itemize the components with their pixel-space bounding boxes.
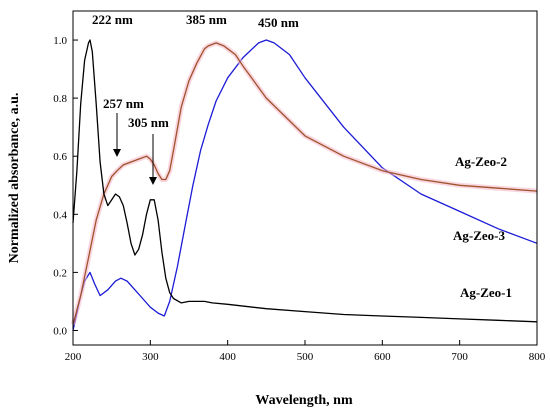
- series-line-ag-zeo-2: [72, 42, 538, 325]
- series-halo-ag-zeo-2: [70, 40, 538, 326]
- ticks-layer: 200 300 400 500 600 700 800 0.0 0.2 0.4 0.6 0.8 1.0: [53, 35, 546, 363]
- series-label-ag-zeo-3: Ag-Zeo-3: [453, 228, 505, 243]
- x-axis-title: Wavelength, nm: [255, 393, 353, 408]
- annotation-257nm: 257 nm: [103, 96, 144, 111]
- y-axis-title: Normalized absorbance, a.u.: [7, 93, 22, 264]
- annotation-305nm: 305 nm: [128, 115, 169, 130]
- annotation-385nm: 385 nm: [186, 12, 227, 27]
- y-tick-label: 0.6: [53, 151, 67, 163]
- x-tick-label: 300: [142, 351, 159, 363]
- x-tick-label: 700: [451, 351, 468, 363]
- y-tick-label: 0.2: [53, 267, 67, 279]
- arrow-257nm: [113, 113, 121, 157]
- annotation-222nm: 222 nm: [92, 12, 133, 27]
- y-tick-label: 0.4: [53, 209, 67, 221]
- series-line-ag-zeo-3: [72, 39, 538, 331]
- y-tick-label: 0.8: [53, 93, 67, 105]
- series-line-ag-zeo-1: [72, 39, 538, 323]
- x-tick-label: 200: [65, 351, 82, 363]
- series-layer: [70, 39, 538, 331]
- series-label-ag-zeo-2: Ag-Zeo-2: [455, 154, 507, 169]
- x-tick-label: 800: [529, 351, 546, 363]
- x-tick-label: 400: [219, 351, 236, 363]
- x-tick-label: 500: [297, 351, 314, 363]
- y-tick-label: 0.0: [53, 325, 67, 337]
- y-tick-label: 1.0: [53, 35, 67, 47]
- series-label-ag-zeo-1: Ag-Zeo-1: [460, 285, 512, 300]
- arrow-305nm: [149, 134, 157, 185]
- x-tick-label: 600: [374, 351, 391, 363]
- annotation-450nm: 450 nm: [258, 15, 299, 30]
